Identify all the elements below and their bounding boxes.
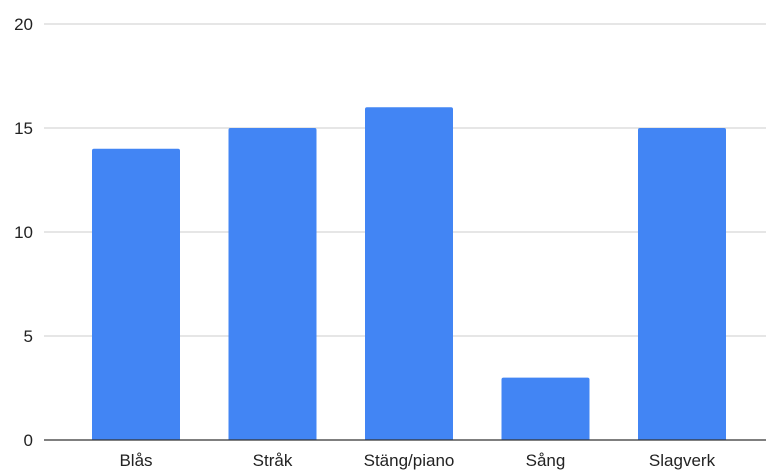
bar-st-ng-piano[interactable] (365, 107, 453, 440)
bars (92, 107, 726, 441)
y-tick-label: 0 (24, 431, 33, 450)
y-axis-tick-labels: 0 5 10 15 20 (14, 15, 33, 450)
x-category-label: Sång (526, 451, 566, 470)
bar-bl-s[interactable] (92, 148, 180, 441)
bar-s-ng[interactable] (501, 377, 590, 440)
x-category-label: Slagverk (649, 451, 716, 470)
y-tick-label: 15 (14, 119, 33, 138)
x-category-label: Stäng/piano (364, 451, 455, 470)
bar-slagverk[interactable] (638, 128, 726, 440)
y-tick-label: 5 (24, 327, 33, 346)
x-category-label: Stråk (253, 451, 293, 470)
bar-str-k[interactable] (228, 128, 317, 440)
y-tick-label: 20 (14, 15, 33, 34)
x-category-label: Blås (119, 451, 152, 470)
x-axis-category-labels: Blås Stråk Stäng/piano Sång Slagverk (119, 451, 715, 470)
y-tick-label: 10 (14, 223, 33, 242)
